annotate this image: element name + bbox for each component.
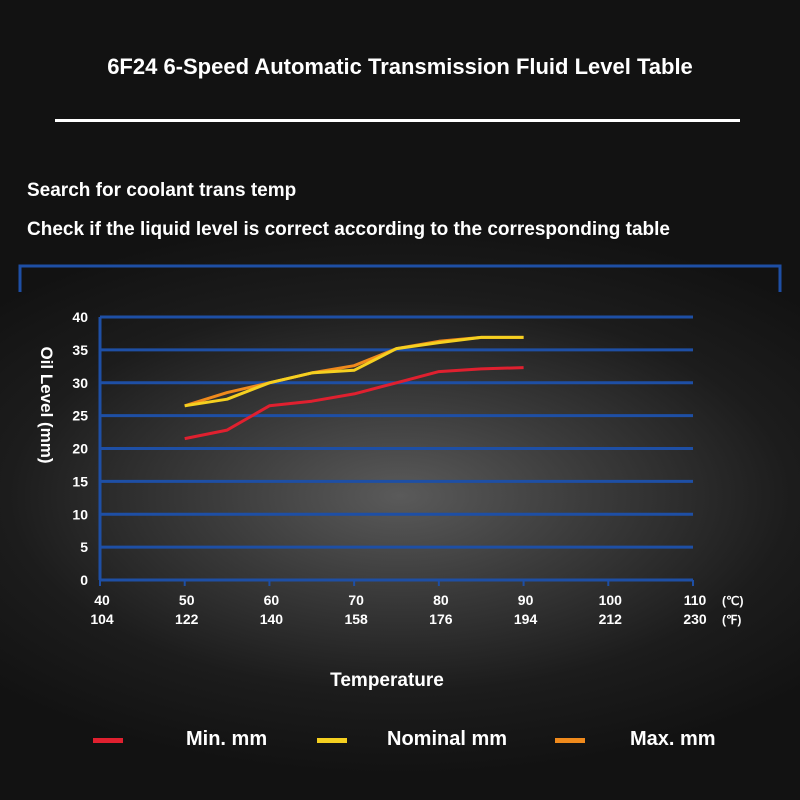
chart-series [184,335,524,441]
x-tick-label-c-110: 110 [684,592,707,608]
x-tick-label-c-70: 70 [348,592,364,608]
x-tick-label-f-140: 140 [260,611,284,627]
y-tick-label-40: 40 [72,309,88,325]
title-divider [55,119,740,122]
legend-label-max: Max. mm [630,728,716,750]
x-axis-label: Temperature [330,670,444,691]
x-tick-label-c-100: 100 [599,592,623,608]
legend-swatch-max [555,738,585,743]
legend-label-nominal: Nominal mm [387,728,508,750]
y-tick-label-5: 5 [80,539,88,555]
legend-label-min: Min. mm [186,728,268,750]
chart-gridlines [98,315,694,586]
y-tick-label-15: 15 [72,473,88,489]
x-tick-label-c-80: 80 [433,592,449,608]
x-tick-label-f-176: 176 [429,611,453,627]
series-line-min [184,366,524,441]
x-tick-label-f-104: 104 [90,611,114,627]
x-tick-label-f-158: 158 [344,611,368,627]
legend-swatch-min [93,738,123,743]
y-tick-label-25: 25 [72,408,88,424]
x-tick-label-c-40: 40 [94,592,110,608]
x-tick-label-c-60: 60 [264,592,280,608]
y-axis-label: Oil Level (mm) [37,346,56,463]
x-tick-label-f-122: 122 [175,611,199,627]
y-tick-label-0: 0 [80,572,88,588]
y-tick-label-30: 30 [72,375,88,391]
x-tick-label-c-50: 50 [179,592,195,608]
instruction-check: Check if the liquid level is correct acc… [27,219,670,240]
x-tick-label-f-212: 212 [599,611,623,627]
legend-swatch-nominal [317,738,347,743]
y-tick-labels: 0 5 10 15 20 25 30 35 40 [72,309,88,588]
x-unit-fahrenheit: (℉) [722,613,741,627]
series-line-nominal [184,335,524,408]
x-tick-label-c-90: 90 [518,592,534,608]
x-tick-label-f-230: 230 [683,611,707,627]
page-title: 6F24 6-Speed Automatic Transmission Flui… [107,54,693,79]
x-unit-celsius: (℃) [722,594,743,608]
chart-frame [18,264,782,292]
chart-frame-bracket [18,264,782,292]
y-tick-label-35: 35 [72,342,88,358]
y-tick-label-10: 10 [72,506,88,522]
y-tick-label-20: 20 [72,441,88,457]
x-tick-labels: 40 104 50 122 60 140 70 158 80 176 90 194 100 212 110 2… [90,592,743,627]
x-tick-label-f-194: 194 [514,611,538,627]
instruction-search: Search for coolant trans temp [27,180,297,201]
